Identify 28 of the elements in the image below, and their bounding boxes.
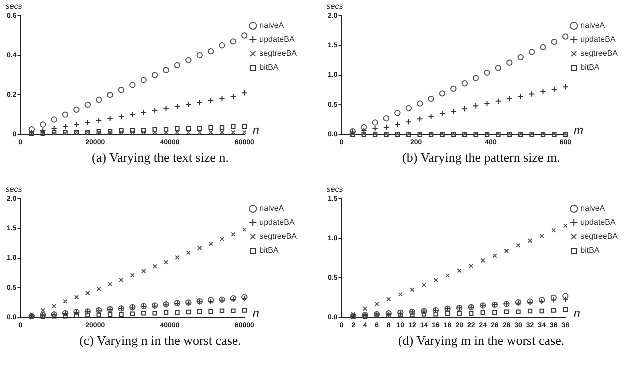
y-axis-title: secs <box>6 2 22 12</box>
x-axis-title: n <box>252 123 260 138</box>
legend-label: naiveA <box>260 21 285 30</box>
y-axis-title: secs <box>326 2 344 12</box>
legend-label: segtreeBA <box>580 232 619 242</box>
text: (c) Varying n in the worst case. <box>78 333 242 349</box>
legend-label: bitBA <box>580 63 600 72</box>
text: (b) Varying the pattern size m. <box>402 150 562 166</box>
legend-label: naiveA <box>260 204 285 214</box>
x-axis-title: m <box>574 123 584 138</box>
text: (d) Varying m in the worst case. <box>397 333 566 349</box>
legend-label: updateBA <box>260 218 296 228</box>
text: (a) Varying the text size n. <box>91 150 230 166</box>
legend-label: naiveA <box>580 21 606 30</box>
legend-label: segtreeBA <box>580 49 619 58</box>
legend-label: bitBA <box>580 246 600 256</box>
y-axis-title: secs <box>6 185 22 194</box>
x-axis-title: n <box>252 306 260 322</box>
legend-label: updateBA <box>260 35 296 44</box>
x-axis-title: n <box>574 306 581 322</box>
legend-label: naiveA <box>580 204 606 214</box>
legend-label: updateBA <box>580 35 616 44</box>
legend-label: segtreeBA <box>260 232 298 242</box>
legend-label: updateBA <box>580 218 616 228</box>
legend-label: bitBA <box>260 246 280 256</box>
legend-label: bitBA <box>260 63 280 72</box>
legend-label: segtreeBA <box>260 49 298 58</box>
y-axis-title: secs <box>326 185 344 194</box>
